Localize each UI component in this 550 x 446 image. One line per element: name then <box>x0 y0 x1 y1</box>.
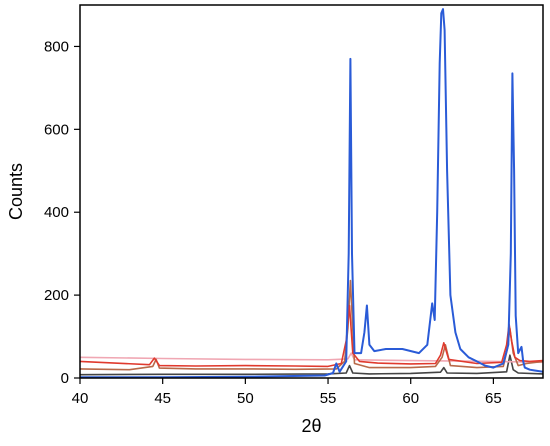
y-tick-label: 0 <box>61 370 69 387</box>
x-axis-title: 2θ <box>301 416 321 436</box>
series-line-5 <box>79 354 544 376</box>
series-line-1 <box>80 8 544 379</box>
y-axis-title: Counts <box>6 163 26 220</box>
ticks-layer: 40 45 50 55 60 65 0 200 400 600 800 <box>44 38 502 407</box>
x-tick-label: 55 <box>320 390 337 407</box>
x-tick-label: 40 <box>72 390 89 407</box>
x-tick-label: 65 <box>485 390 502 407</box>
x-tick-label: 60 <box>402 390 419 407</box>
x-tick-label: 45 <box>154 390 171 407</box>
series-line-4 <box>79 352 544 364</box>
y-tick-label: 800 <box>44 38 69 55</box>
x-tick-label: 50 <box>237 390 254 407</box>
series-line-3 <box>79 279 544 371</box>
y-tick-label: 200 <box>44 287 69 304</box>
y-tick-label: 600 <box>44 121 69 138</box>
plot-frame <box>79 4 544 379</box>
series-layer <box>79 8 544 379</box>
series-line-2 <box>79 304 544 368</box>
y-tick-label: 400 <box>44 204 69 221</box>
